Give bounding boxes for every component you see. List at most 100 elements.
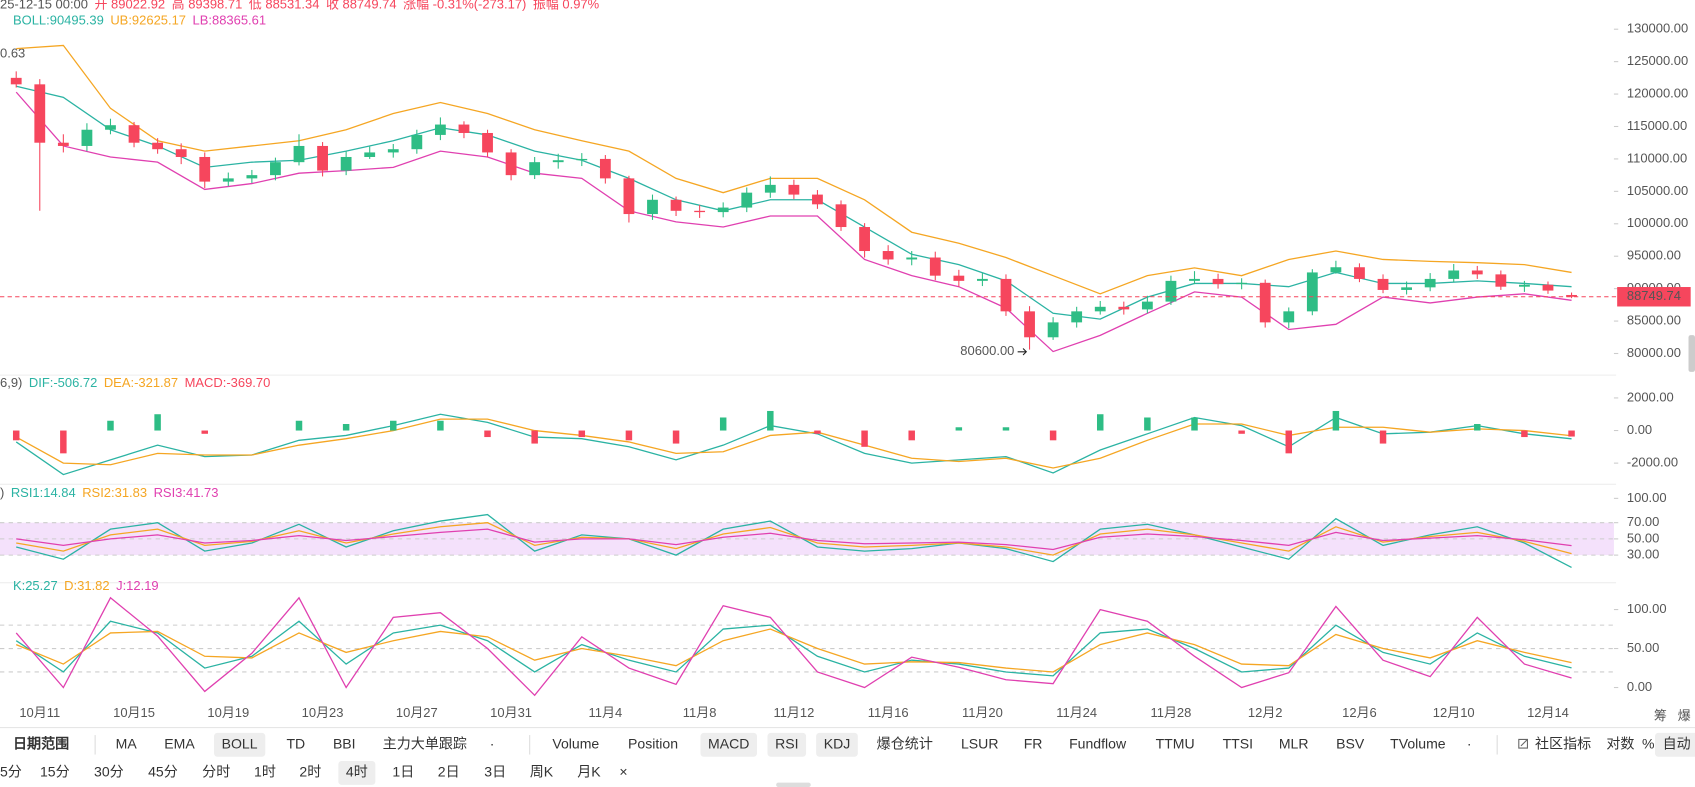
- x-tick-label: 11月12: [773, 705, 814, 720]
- candle-body: [411, 134, 423, 150]
- x-tick-label: 10月19: [207, 705, 249, 720]
- candle-body: [387, 149, 399, 153]
- macd-bar: [672, 430, 680, 444]
- toolbar-item[interactable]: 1时: [254, 764, 276, 780]
- toolbar-item[interactable]: 15分: [40, 764, 70, 780]
- scroll-handle[interactable]: [1688, 335, 1695, 372]
- y-tick-label: 100000.00: [1627, 215, 1688, 230]
- toolbar-item[interactable]: 2日: [438, 764, 460, 780]
- x-tick-label: 11月4: [589, 705, 623, 720]
- toolbar-item[interactable]: TTMU: [1156, 736, 1195, 752]
- toolbar-item[interactable]: 自动: [1663, 736, 1691, 752]
- selected-bg: [214, 732, 266, 757]
- high-annotation: 0.63: [0, 45, 25, 60]
- quote-field: 开 89022.92: [94, 0, 165, 12]
- y-tick-label: 80000.00: [1627, 345, 1681, 360]
- y-tick-label: 100.00: [1627, 601, 1667, 616]
- y-tick-label: 2000.00: [1627, 389, 1674, 404]
- legend-entry: UB:92625.17: [110, 13, 186, 28]
- y-tick-label: -2000.00: [1627, 455, 1678, 470]
- toolbar-item[interactable]: 爆仓统计: [877, 736, 933, 752]
- selected-bg: [700, 732, 757, 757]
- candle-body: [599, 158, 611, 179]
- indicator-line: [15, 620, 1572, 677]
- candle-body: [199, 156, 211, 182]
- side-tab[interactable]: 筹: [1654, 708, 1667, 723]
- toolbar-item[interactable]: BOLL: [222, 736, 258, 752]
- toolbar-item[interactable]: 周K: [530, 764, 554, 780]
- legend-entry: K:25.27: [13, 578, 58, 593]
- toolbar-item[interactable]: TVolume: [1390, 736, 1446, 752]
- toolbar-item[interactable]: 3日: [484, 764, 506, 780]
- candle-body: [246, 175, 258, 179]
- toolbar-item[interactable]: MACD: [708, 736, 749, 752]
- legend-entry: LB:88365.61: [193, 13, 267, 28]
- toolbar-item[interactable]: Fundflow: [1069, 736, 1127, 752]
- legend-entry: J:12.19: [116, 578, 159, 593]
- toolbar-item[interactable]: ·: [490, 736, 495, 752]
- toolbar-item[interactable]: ·: [1467, 736, 1472, 752]
- toolbar-item[interactable]: 30分: [94, 764, 124, 780]
- toolbar-item[interactable]: FR: [1024, 736, 1043, 752]
- quote-field: 低 88531.34: [249, 0, 320, 12]
- candle-body: [1094, 306, 1106, 312]
- last-price-label: 88749.74: [1627, 288, 1681, 303]
- toolbar-item[interactable]: ×: [619, 764, 627, 780]
- macd-bar: [578, 430, 586, 438]
- macd-bar: [1049, 430, 1057, 441]
- toolbar-item[interactable]: BSV: [1336, 736, 1365, 752]
- toolbar-item[interactable]: TTSI: [1223, 736, 1253, 752]
- toolbar-item[interactable]: %: [1642, 736, 1655, 752]
- candle-body: [1165, 280, 1177, 302]
- selected-bg: [816, 732, 858, 757]
- toolbar-item[interactable]: Position: [628, 736, 678, 752]
- toolbar-item[interactable]: 主力大单跟踪: [383, 736, 467, 752]
- x-tick-label: 10月23: [302, 705, 344, 720]
- toolbar-item[interactable]: RSI: [775, 736, 798, 752]
- candle-body: [1448, 270, 1460, 279]
- indicator-line: [15, 628, 1572, 673]
- legend: 6,9) DIF:-506.72 DEA:-321.87 MACD:-369.70: [0, 375, 270, 390]
- macd-bar: [1144, 417, 1151, 431]
- toolbar-item[interactable]: EMA: [164, 736, 195, 752]
- toolbar-item[interactable]: 4时: [346, 764, 368, 780]
- toolbar-item[interactable]: 2时: [299, 764, 321, 780]
- legend-entry: RSI2:31.83: [82, 485, 147, 500]
- macd-bar: [861, 430, 868, 447]
- toolbar-item[interactable]: 对数: [1606, 736, 1634, 752]
- toolbar-item[interactable]: Volume: [552, 736, 599, 752]
- last-price-tag: [1617, 287, 1691, 307]
- side-tab[interactable]: 爆: [1678, 708, 1691, 723]
- toolbar-item[interactable]: 社区指标: [1535, 736, 1591, 752]
- indicator-line: [16, 528, 1572, 551]
- candle-body: [482, 132, 493, 153]
- x-tick-label: 11月20: [962, 705, 1003, 720]
- toolbar-item[interactable]: 1日: [392, 764, 414, 780]
- candle-body: [340, 156, 352, 171]
- toolbar-item[interactable]: 日期范围: [13, 736, 69, 752]
- toolbar-item[interactable]: LSUR: [961, 736, 998, 752]
- scroll-handle[interactable]: [776, 782, 811, 787]
- toolbar-item[interactable]: 45分: [148, 764, 178, 780]
- toolbar-item[interactable]: 5分: [0, 764, 22, 780]
- toolbar-item[interactable]: 分时: [202, 764, 230, 780]
- indicator-line: [15, 413, 1572, 476]
- y-tick-label: 50.00: [1627, 640, 1659, 655]
- toolbar-item[interactable]: KDJ: [824, 736, 851, 752]
- macd-bar: [814, 430, 821, 434]
- toolbar-item[interactable]: TD: [286, 736, 305, 752]
- macd-bar: [625, 430, 633, 441]
- x-tick-label: 10月15: [113, 705, 155, 720]
- quote-field: 涨幅 -0.31%(-273.17): [403, 0, 526, 12]
- toolbar-item[interactable]: 月K: [577, 764, 601, 780]
- x-tick-label: 11月16: [868, 705, 909, 720]
- candle-body: [1212, 278, 1224, 285]
- quote-info: 25-12-15 00:00 开 89022.92 高 89398.71 低 8853…: [0, 0, 600, 12]
- toolbar-item[interactable]: MA: [116, 736, 138, 752]
- legend-entry: BOLL:90495.39: [13, 13, 104, 28]
- candle-body: [977, 278, 988, 281]
- toolbar-item[interactable]: BBI: [333, 736, 356, 752]
- toolbar-item[interactable]: MLR: [1279, 736, 1309, 752]
- macd-bar: [201, 430, 208, 434]
